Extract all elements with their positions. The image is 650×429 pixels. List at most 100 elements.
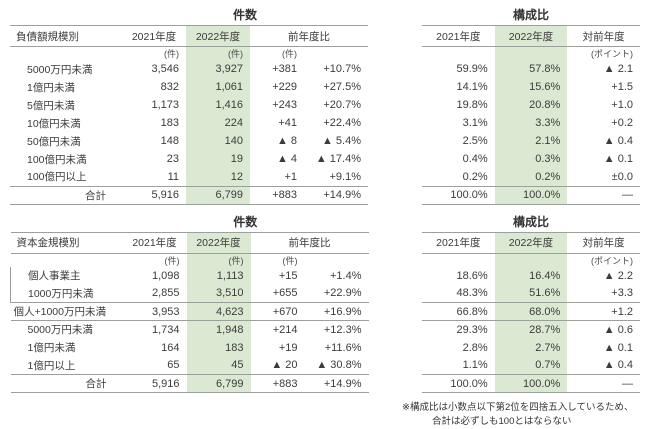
cell-pct: +27.5% (323, 81, 361, 93)
cell-diff: ▲ 8 (276, 135, 297, 147)
data-row: 10億円未満 183 224 +41 +22.4% (10, 114, 368, 132)
category-header: 負債額規模別 (10, 25, 122, 47)
cell-diff: +41 (278, 117, 297, 129)
data-row: 29.3% 28.7% ▲ 0.6 (422, 320, 640, 339)
cell-diff: +883 (250, 185, 304, 204)
cell-diff: +229 (272, 81, 297, 93)
cell-diff: — (567, 185, 640, 204)
footnote-line-1: ※構成比は小数点以下第2位を四捨五入しているため、 (402, 402, 634, 413)
header-row: 2021年度 2022年度 対前年度 (422, 231, 640, 254)
data-row: 100億円未満 23 19 ▲ 4 ▲ 17.4% (10, 150, 368, 168)
cell-v2021: 1,734 (151, 323, 180, 336)
cell-pct: +9.1% (329, 170, 362, 183)
cell-v2021: 65 (167, 359, 180, 372)
cell-pct: +22.9% (323, 287, 362, 300)
data-row: 50億円未満 148 140 ▲ 8 ▲ 5.4% (10, 132, 368, 150)
cell-r2022 (494, 46, 568, 60)
units-row: (ポイント) (422, 46, 640, 60)
cell-pct: +22.4% (323, 117, 361, 129)
cell-diff: (件) (282, 255, 298, 266)
cell-r2022: 57.8% (494, 60, 568, 78)
cell-r2022: 28.7% (494, 320, 568, 339)
cell-diff: +883 (250, 374, 305, 393)
data-row: 1000万円未満 2,855 3,510 +655 +22.9% (10, 284, 369, 303)
row-label: 合計 (10, 374, 123, 393)
cell-r2021: 0.2% (462, 170, 488, 183)
data-row: 18.6% 16.4% ▲ 2.2 (422, 266, 640, 285)
data-row: 2.8% 2.7% ▲ 0.1 (422, 338, 640, 357)
data-row: 1.1% 0.7% ▲ 0.4 (422, 356, 640, 375)
cell-pct: ▲ 30.8% (316, 359, 362, 372)
cell-v2022: 6,799 (186, 185, 250, 204)
cell-r2022: 0.3% (494, 150, 568, 168)
cell-v2022: 1,061 (186, 78, 250, 96)
data-row: 5000万円未満 3,546 3,927 +381 +10.7% (10, 60, 368, 78)
units-row: (件) (件) (件) (10, 46, 368, 60)
row-label: 個人事業主 (10, 266, 123, 285)
section-debt-scale: 件数 負債額規模別 2021年度 2022年度 前年度比 (件) (件) (件) 50… (10, 6, 640, 205)
cell-diff: ▲ 2.1 (603, 63, 633, 75)
cell-r2021: 1.1% (462, 359, 488, 372)
ratio-title: 構成比 (512, 214, 549, 229)
cell-diff: +1 (284, 170, 297, 183)
cell-r2021: 100.0% (422, 185, 495, 204)
capital-counts-table: 資本金規模別 2021年度 2022年度 前年度比 (件) (件) (件) 個人事業主… (10, 231, 369, 393)
row-label: 1000万円未満 (10, 284, 123, 303)
cell-r2022: 15.6% (494, 78, 568, 96)
cell-v2021: 3,953 (122, 302, 187, 321)
cell-r2021: 59.9% (456, 63, 488, 75)
cell-diff: +19 (278, 341, 298, 354)
capital-counts-block: 件数 資本金規模別 2021年度 2022年度 前年度比 (件) (件) (件) 個人… (10, 213, 369, 393)
row-label: 1億円未満 (27, 342, 76, 354)
cell-pct: ▲ 17.4% (315, 153, 361, 165)
cell-diff: +214 (272, 323, 298, 336)
cell-diff: +1.5 (611, 81, 633, 93)
row-label: 100億円以上 (27, 171, 87, 184)
units-row: (件) (件) (件) (11, 253, 369, 267)
cell-diff: +381 (272, 63, 297, 75)
cell-pct: +10.7% (323, 63, 361, 75)
col-header-2022: 2022年度 (186, 231, 251, 254)
cell-r2021: 100.0% (422, 374, 495, 393)
cell-diff: +670 (250, 302, 305, 321)
total-row: 100.0% 100.0% — (422, 374, 640, 393)
cell-v2021: 3,546 (151, 63, 179, 75)
col-header-2021: 2021年度 (122, 25, 186, 47)
cell-v2022: (件) (186, 253, 251, 267)
cell-diff: ▲ 0.4 (603, 359, 633, 372)
cell-v2021: 164 (161, 341, 180, 354)
col-header-2022: 2022年度 (494, 231, 568, 254)
data-row: 5000万円未満 1,734 1,948 +214 +12.3% (11, 320, 369, 339)
data-row: 1億円未満 832 1,061 +229 +27.5% (10, 78, 368, 96)
cell-diff: ±0.0 (611, 170, 633, 183)
cell-v2021: 5,916 (122, 374, 187, 393)
cell-v2021: 11 (167, 170, 179, 183)
cell-diff: ▲ 4 (276, 153, 297, 165)
cell-diff: +243 (272, 99, 297, 111)
cell-r2022: 2.7% (494, 338, 568, 357)
cell-v2022: 140 (186, 132, 250, 150)
cell-diff: — (567, 374, 640, 393)
cell-r2022: 0.7% (494, 356, 568, 375)
cell-r2021: 29.3% (456, 323, 488, 336)
cell-diff: (ポイント) (591, 49, 633, 59)
header-row: 負債額規模別 2021年度 2022年度 前年度比 (10, 25, 368, 47)
data-row: 1億円未満 164 183 +19 +11.6% (11, 338, 369, 357)
col-header-2022: 2022年度 (494, 25, 568, 47)
col-header-yoy-points: 対前年度 (567, 25, 640, 47)
cell-pct: +1.4% (330, 269, 362, 282)
cell-v2022: 1,416 (186, 96, 250, 114)
cell-r2021: 14.1% (456, 81, 488, 93)
row-label: 1億円未満 (27, 81, 75, 94)
cell-pct (305, 253, 369, 267)
cell-r2021: 48.3% (456, 287, 488, 300)
cell-pct: ▲ 5.4% (321, 135, 361, 147)
col-header-yoy-points: 対前年度 (567, 231, 640, 254)
debt-counts-block: 件数 負債額規模別 2021年度 2022年度 前年度比 (件) (件) (件) 50… (10, 6, 368, 205)
col-header-2022: 2022年度 (186, 25, 250, 47)
debt-ratio-table: 2021年度 2022年度 対前年度 (ポイント) 59.9% 57.8% ▲ 2.1… (422, 25, 640, 205)
cell-pct: +20.7% (323, 99, 361, 111)
data-row: 3.1% 3.3% +0.2 (422, 114, 640, 132)
cell-r2022: 2.1% (494, 132, 568, 150)
